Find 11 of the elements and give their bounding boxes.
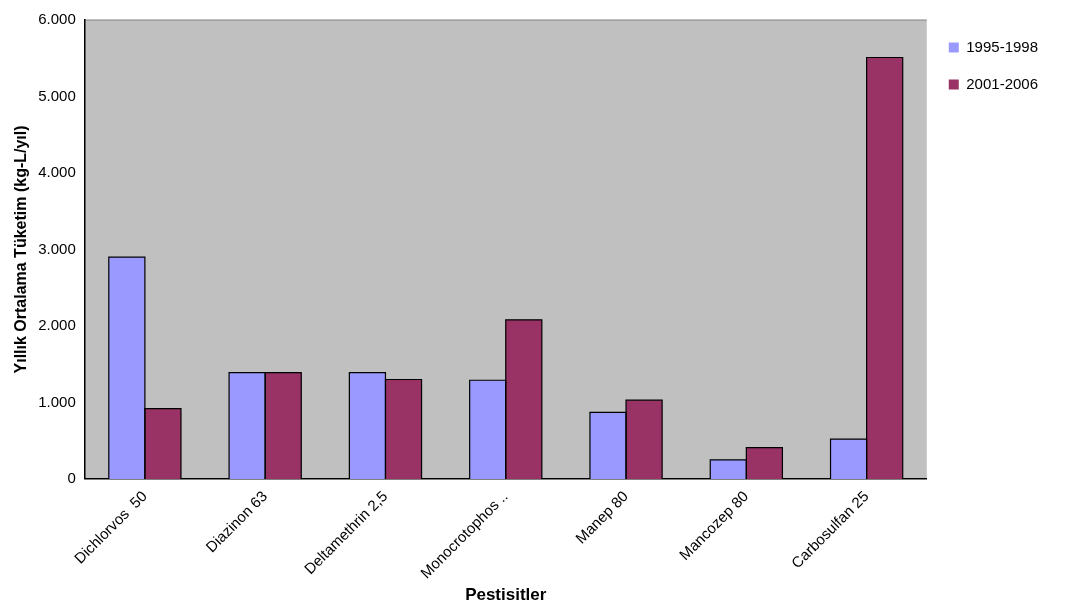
y-tick-label: 4.000 bbox=[38, 163, 76, 181]
y-tick-label: 1.000 bbox=[38, 392, 76, 410]
y-tick-label: 3.000 bbox=[38, 239, 76, 257]
legend-label: 2001-2006 bbox=[966, 74, 1038, 92]
y-tick-label: 5.000 bbox=[38, 86, 76, 104]
x-axis-title: Pestisitler bbox=[465, 585, 547, 605]
y-axis-title: Yıllık Ortalama Tüketim (kg-L/yıl) bbox=[12, 125, 30, 374]
y-tick-label: 6.000 bbox=[38, 10, 76, 28]
legend-label: 1995-1998 bbox=[966, 37, 1038, 55]
y-tick-label: 2.000 bbox=[38, 316, 76, 334]
y-tick-label: 0 bbox=[67, 469, 76, 487]
